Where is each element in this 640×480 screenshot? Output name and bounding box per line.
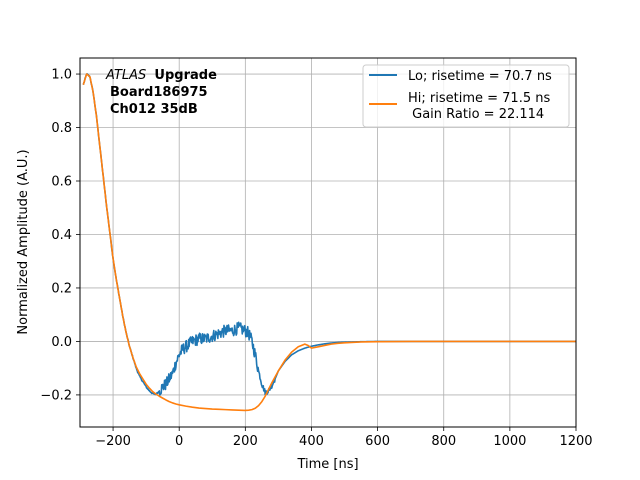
axes-frame — [79, 57, 577, 428]
board-label: Board186975 — [110, 85, 208, 100]
y-tick-label: 0.4 — [51, 228, 72, 243]
x-tick-label: 1200 — [559, 434, 592, 449]
legend-label-gain-ratio: Gain Ratio = 22.114 — [408, 107, 544, 122]
y-tick-label: 0.0 — [51, 335, 72, 350]
series-layer — [82, 73, 576, 412]
svg-text:ATLAS Upgrade: ATLAS Upgrade — [105, 68, 217, 83]
y-axis-label: Normalized Amplitude (A.U.) — [16, 149, 31, 334]
atlas-label: ATLAS — [105, 68, 146, 83]
x-tick-label: 200 — [233, 434, 258, 449]
x-axis-label: Time [ns] — [296, 457, 358, 472]
channel-label: Ch012 35dB — [110, 102, 198, 117]
y-tick-label: 0.8 — [51, 121, 72, 136]
x-tick-label: 1000 — [493, 434, 526, 449]
x-tick-label: 600 — [365, 434, 390, 449]
y-tick-label: 0.6 — [51, 175, 72, 190]
legend-label-lo: Lo; risetime = 70.7 ns — [408, 69, 552, 84]
x-tick-label: 400 — [299, 434, 324, 449]
legend-box — [362, 64, 570, 128]
series-line-hi — [82, 73, 576, 412]
atlas-annotation: ATLAS Upgrade Board186975 Ch012 35dB — [105, 68, 217, 117]
legend: Lo; risetime = 70.7 ns Hi; risetime = 71… — [362, 64, 570, 128]
y-tick-label: −0.2 — [40, 388, 72, 403]
upgrade-label: Upgrade — [154, 68, 217, 83]
y-tick-label: 1.0 — [51, 68, 72, 83]
y-tick-label: 0.2 — [51, 281, 72, 296]
x-tick-label: 0 — [175, 434, 183, 449]
legend-label-hi: Hi; risetime = 71.5 ns — [408, 91, 550, 106]
x-tick-label: −200 — [95, 434, 131, 449]
x-tick-label: 800 — [431, 434, 456, 449]
ticks: −200 0 200 400 600 800 1000 1200 −0.2 0.0 0.2 0.4 0.… — [40, 68, 592, 449]
